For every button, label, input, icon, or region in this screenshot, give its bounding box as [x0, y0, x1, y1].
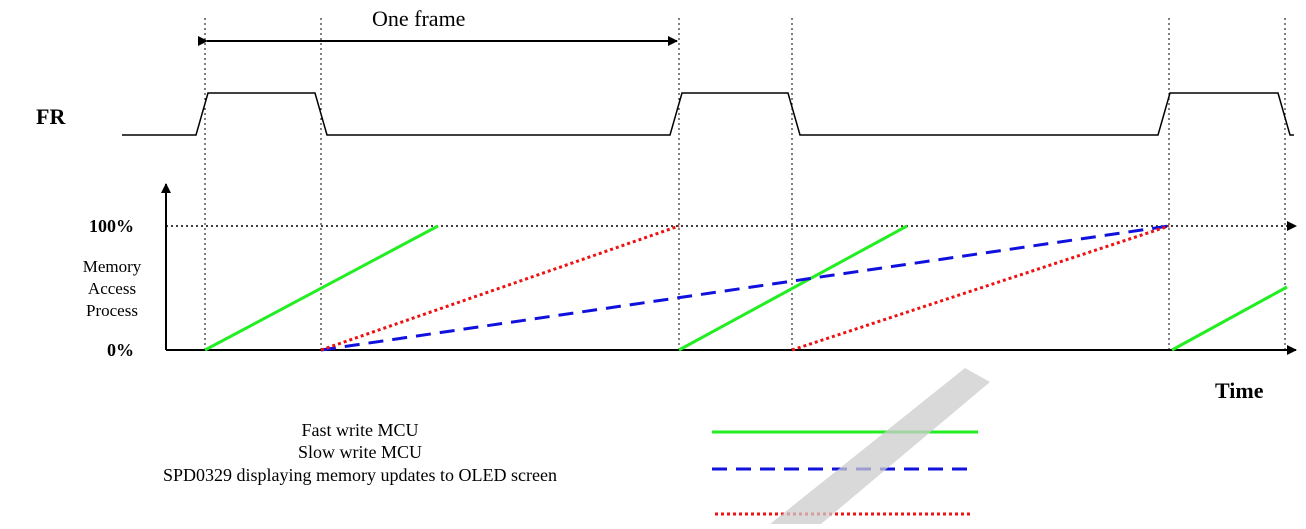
y-axis-top-tick: 100%	[89, 216, 134, 236]
one-frame-label: One frame	[372, 6, 466, 31]
display-update-line	[791, 224, 1170, 352]
fr-signal-waveform	[122, 92, 330, 136]
y-axis-title-line: Access	[87, 279, 137, 298]
fast-write-series	[204, 224, 1288, 352]
slow-write-line	[320, 224, 1170, 352]
fr-signal-waveform	[330, 92, 1294, 136]
y-axis-title-line: Process	[86, 301, 138, 320]
display-update-line	[320, 224, 680, 352]
y-axis-title: Memory Access Process	[66, 256, 158, 322]
y-axis-title-line: Memory	[82, 257, 142, 276]
fast-write-line	[204, 224, 439, 352]
fr-signal-label: FR	[36, 104, 66, 129]
display-update-series	[320, 224, 1170, 352]
legend-label-fast-write: Fast write MCU	[301, 420, 419, 440]
frame-boundary-lines	[204, 18, 1286, 350]
x-axis-title: Time	[1215, 378, 1264, 403]
legend-label-display-update: SPD0329 displaying memory updates to OLE…	[163, 465, 557, 485]
fast-write-line	[1171, 285, 1288, 352]
fast-write-line	[678, 224, 908, 352]
y-axis-bottom-tick: 0%	[107, 340, 134, 360]
slow-write-series	[320, 224, 1170, 352]
legend-label-slow-write: Slow write MCU	[297, 442, 422, 462]
watermark-band	[770, 368, 990, 524]
